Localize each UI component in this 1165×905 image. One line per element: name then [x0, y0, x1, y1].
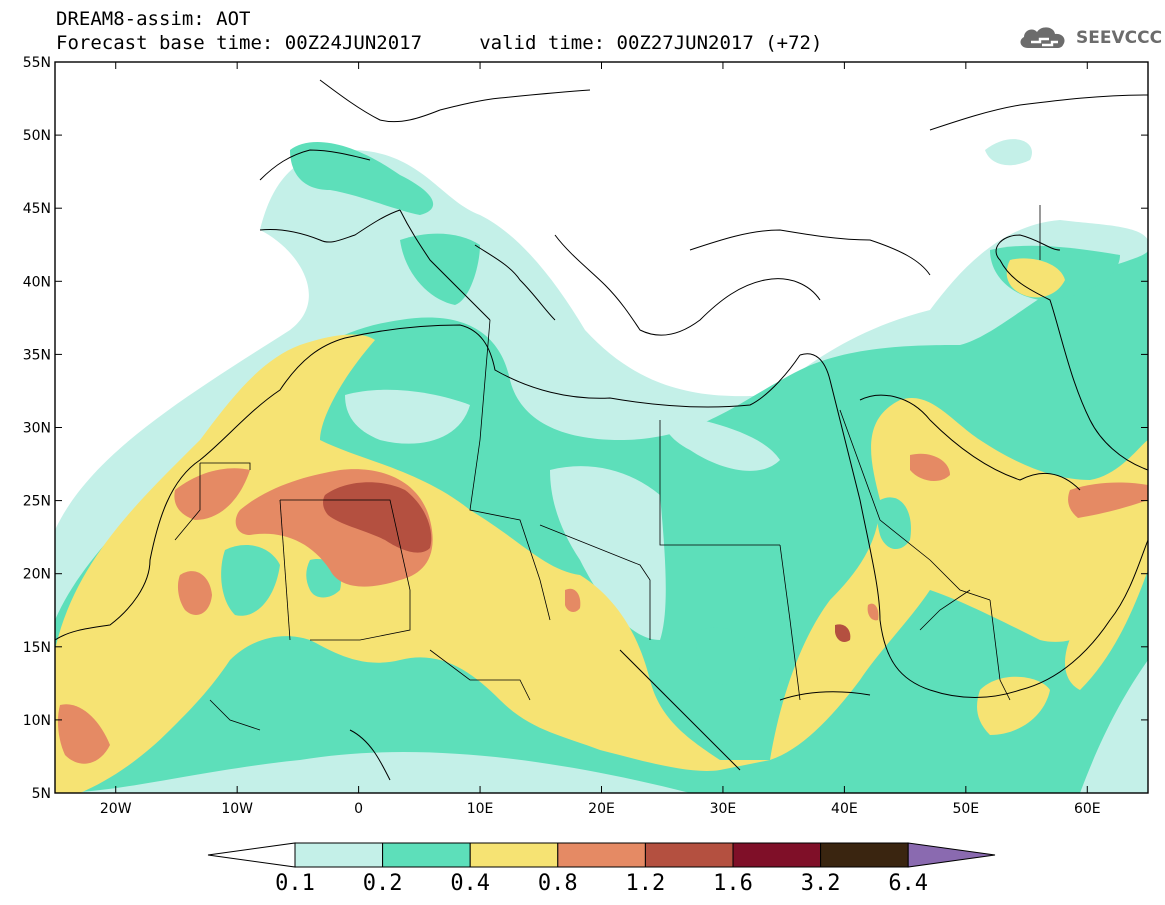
- forecast-times: Forecast base time: 00Z24JUN2017 valid t…: [56, 32, 823, 54]
- country-borders: [174, 205, 1041, 731]
- lat-tick-label: 40N: [23, 274, 51, 290]
- lat-tick-label: 45N: [23, 201, 51, 217]
- colorbar-label: 0.8: [538, 871, 578, 896]
- lon-tick-label: 10W: [221, 801, 253, 817]
- colorbar-box: [294, 842, 384, 868]
- lat-tick-label: 30N: [23, 421, 51, 437]
- lat-tick-label: 10N: [23, 713, 51, 729]
- colorbar-label: 3.2: [801, 871, 841, 896]
- lon-tick-label: 60E: [1074, 801, 1101, 817]
- seevccc-logo: SEEVCCC: [1016, 24, 1162, 52]
- colorbar-label: 1.6: [713, 871, 753, 896]
- aot-colorbar: 0.1 0.2 0.4 0.8 1.2 1.6 3.2 6.4: [207, 842, 996, 896]
- latitude-ticks: 55N 50N 45N 40N 35N 30N 25N 20N 15N 10N 5N: [23, 55, 1148, 802]
- colorbar-box: [382, 842, 471, 868]
- colorbar-label: 0.4: [450, 871, 490, 896]
- colorbar-box: [469, 842, 559, 868]
- colorbar-box: [732, 842, 822, 868]
- colorbar-box: [820, 842, 909, 868]
- lat-tick-label: 20N: [23, 567, 51, 583]
- colorbar-label: 0.2: [363, 871, 403, 896]
- colorbar-arrow-low: [207, 842, 296, 868]
- lat-tick-label: 35N: [23, 347, 51, 363]
- map-title: DREAM8-assim: AOT: [56, 8, 251, 30]
- colorbar-arrow-high: [907, 842, 996, 868]
- lat-tick-label: 50N: [23, 128, 51, 144]
- lon-tick-label: 50E: [952, 801, 979, 817]
- coastlines: [55, 79, 1148, 781]
- lat-tick-label: 55N: [23, 55, 51, 71]
- colorbar-label: 1.2: [626, 871, 666, 896]
- lon-tick-label: 20E: [588, 801, 615, 817]
- logo-text: SEEVCCC: [1076, 28, 1163, 48]
- aot-field: [55, 62, 1148, 793]
- lon-tick-label: 40E: [831, 801, 858, 817]
- lat-tick-label: 5N: [32, 786, 51, 802]
- lon-tick-label: 10E: [467, 801, 494, 817]
- cloud-icon: [1020, 27, 1065, 48]
- lon-tick-label: 0: [354, 801, 363, 817]
- colorbar-box: [644, 842, 734, 868]
- lon-tick-label: 30E: [710, 801, 737, 817]
- lon-tick-label: 20W: [100, 801, 132, 817]
- longitude-ticks: 20W 10W 0 10E 20E 30E 40E 50E 60E: [100, 62, 1101, 817]
- colorbar-label: 0.1: [275, 871, 315, 896]
- colorbar-box: [557, 842, 646, 868]
- colorbar-label: 6.4: [888, 871, 928, 896]
- lat-tick-label: 25N: [23, 494, 51, 510]
- lat-tick-label: 15N: [23, 640, 51, 656]
